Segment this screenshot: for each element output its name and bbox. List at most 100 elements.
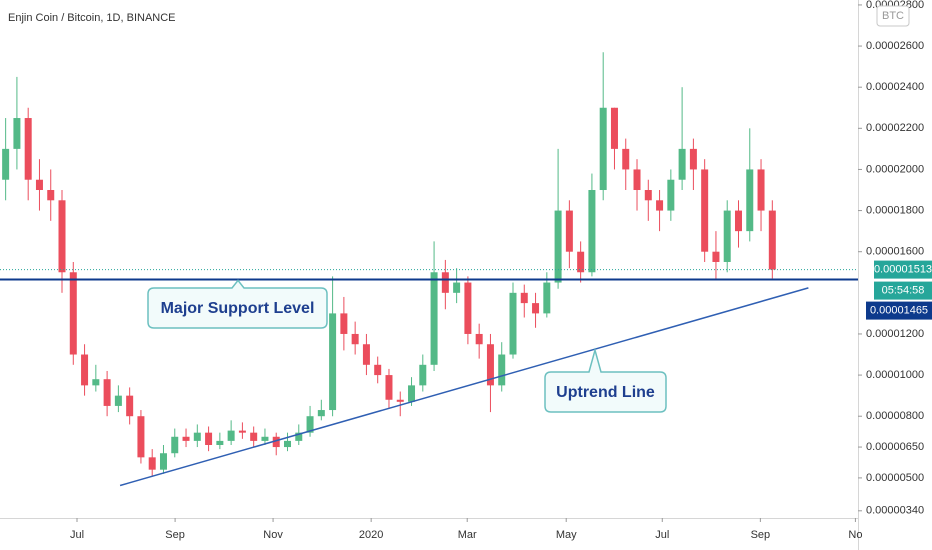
countdown-label: 05:54:58	[882, 284, 925, 296]
candle-body	[599, 107, 607, 191]
x-tick-label: Sep	[165, 529, 185, 541]
callout-box	[544, 347, 667, 413]
candle-body	[644, 190, 652, 201]
candle-body	[520, 292, 528, 304]
candle-body	[295, 432, 303, 441]
y-tick-label: 0.00000500	[866, 472, 924, 484]
y-tick-label: 0.00001600	[866, 246, 924, 258]
countdown-box	[874, 281, 932, 300]
candle-body	[340, 313, 348, 334]
candle-body	[577, 251, 585, 273]
candle-body	[148, 457, 156, 470]
y-tick-label: 0.00001200	[866, 328, 924, 340]
candle-body	[768, 210, 776, 270]
candle-body	[24, 118, 32, 180]
candle-body	[205, 432, 213, 445]
y-tick-label: 0.00002400	[866, 81, 924, 93]
candle-body	[622, 148, 630, 170]
candle-body	[385, 375, 393, 400]
candle-body	[103, 379, 111, 406]
candle-body	[453, 282, 461, 293]
currency-label: BTC	[882, 10, 904, 22]
currency-badge	[876, 5, 910, 27]
candle-body	[734, 210, 742, 232]
candle-body	[58, 200, 66, 273]
x-tick-label: Jul	[655, 529, 669, 541]
candle-body	[667, 179, 675, 211]
candle-body	[272, 436, 280, 448]
candle-body	[362, 344, 370, 365]
candle-body	[317, 410, 325, 417]
candle-body	[81, 354, 89, 386]
x-tick-label: Sep	[751, 529, 771, 541]
candle-body	[746, 169, 754, 232]
y-tick-label: 0.00002000	[866, 163, 924, 175]
y-tick-label: 0.00002200	[866, 122, 924, 134]
x-tick-label: Mar	[458, 529, 477, 541]
candle-body	[284, 440, 292, 448]
support-price-label: 0.00001465	[870, 304, 928, 316]
candle-body	[588, 190, 596, 273]
y-tick-label: 0.00000650	[866, 441, 924, 453]
candle-body	[678, 148, 686, 180]
candle-body	[35, 179, 43, 191]
candle-body	[69, 272, 77, 355]
candle-body	[464, 282, 472, 334]
x-tick-label: Jul	[70, 529, 84, 541]
y-tick-label: 0.00001000	[866, 369, 924, 381]
candle-body	[374, 364, 382, 376]
callout-text: Major Support Level	[161, 300, 315, 317]
candle-body	[723, 210, 731, 262]
candle-body	[633, 169, 641, 191]
x-tick-label: Nov	[263, 529, 283, 541]
candle-body	[329, 313, 337, 411]
candle-body	[159, 453, 167, 470]
x-tick-label: May	[556, 529, 577, 541]
last-price-box	[874, 260, 932, 279]
x-tick-label: No	[848, 529, 862, 541]
candle-body	[498, 354, 506, 386]
y-tick-label: 0.00000340	[866, 505, 924, 517]
chart-title: Enjin Coin / Bitcoin, 1D, BINANCE	[8, 12, 176, 24]
candle-body	[441, 272, 449, 293]
candle-body	[306, 416, 314, 433]
candle-body	[47, 190, 55, 201]
candle-body	[126, 395, 134, 417]
support-price-box	[866, 301, 932, 320]
candle-body	[114, 395, 122, 406]
candle-body	[92, 379, 100, 386]
candle-body	[351, 333, 359, 345]
candle-body	[532, 303, 540, 314]
candle-body	[171, 436, 179, 454]
candle-body	[396, 399, 404, 402]
callout-text: Uptrend Line	[556, 384, 655, 401]
candle-body	[193, 432, 201, 441]
candle-body	[712, 251, 720, 262]
candle-body	[227, 430, 235, 441]
candle-body	[509, 292, 517, 355]
last-price-label: 0.00001513	[874, 263, 932, 275]
candle-body	[137, 416, 145, 458]
candle-body	[261, 436, 269, 441]
y-tick-label: 0.00002600	[866, 40, 924, 52]
candle-body	[757, 169, 765, 211]
candle-body	[701, 169, 709, 252]
candle-body	[656, 200, 664, 211]
candle-body	[554, 210, 562, 283]
candle-body	[250, 432, 258, 441]
candle-body	[216, 440, 224, 445]
candle-body	[182, 436, 190, 441]
x-tick-label: 2020	[359, 529, 383, 541]
candle-body	[689, 148, 697, 170]
y-tick-label: 0.00001800	[866, 204, 924, 216]
candle-body	[2, 148, 10, 180]
candle-body	[13, 118, 21, 149]
y-tick-label: 0.00000800	[866, 410, 924, 422]
candle-body	[238, 430, 246, 433]
candle-body	[408, 385, 416, 402]
candle-body	[610, 107, 618, 149]
callout-box	[147, 279, 328, 329]
candle-body	[565, 210, 573, 252]
candle-body	[543, 282, 551, 314]
